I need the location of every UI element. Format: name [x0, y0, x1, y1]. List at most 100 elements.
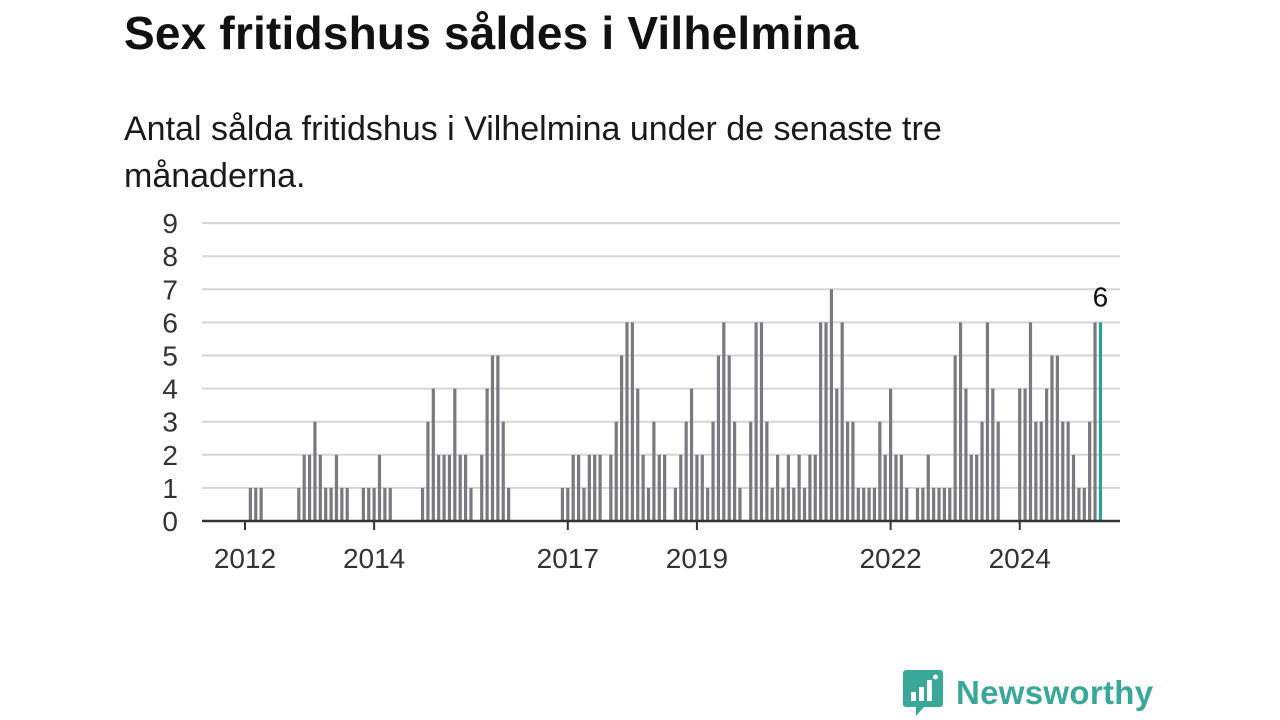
bar: [835, 388, 839, 521]
bar: [388, 487, 392, 521]
bar: [797, 454, 801, 521]
y-tick-label: 2: [162, 440, 178, 471]
bar: [646, 487, 651, 521]
bar: [958, 322, 963, 521]
bar: [372, 487, 376, 521]
bar: [641, 454, 645, 521]
bar: [377, 454, 382, 521]
bar: [867, 487, 871, 521]
y-tick-label: 7: [162, 274, 178, 305]
bar: [1077, 487, 1081, 521]
bar: [593, 454, 597, 521]
bars: [248, 289, 1103, 521]
bar: [915, 487, 920, 521]
bar: [598, 454, 602, 521]
bar: [636, 388, 640, 521]
bar: [560, 487, 565, 521]
bar: [657, 454, 661, 521]
bar: [942, 487, 946, 521]
bar: [776, 454, 780, 521]
chart-subtitle: Antal sålda fritidshus i Vilhelmina unde…: [124, 110, 942, 195]
bar: [770, 487, 774, 521]
bar: [996, 421, 1000, 521]
bar: [899, 454, 903, 521]
bar: [889, 388, 893, 521]
bar: [883, 454, 887, 521]
bar: [738, 487, 742, 521]
bar: [679, 454, 683, 521]
bar: [953, 355, 957, 521]
bar: [501, 421, 505, 521]
bar: [566, 487, 570, 521]
bar: [856, 487, 860, 521]
x-axis-ticks: 2012 2014 2017 2019 2022 2024: [214, 521, 1051, 574]
bar: [361, 487, 365, 521]
bar: [905, 487, 909, 521]
bar: [926, 454, 930, 521]
bar: [1028, 322, 1033, 521]
bar: [1023, 388, 1027, 521]
x-tick-label: 2012: [214, 543, 276, 574]
bar: [496, 355, 500, 521]
y-tick-label: 3: [162, 407, 178, 438]
bar: [673, 487, 677, 521]
bar: [334, 454, 339, 521]
bar: [313, 421, 317, 521]
bar: [318, 454, 322, 521]
bar: [324, 487, 328, 521]
bar: [980, 421, 984, 521]
bar: [1066, 421, 1070, 521]
x-tick-label: 2017: [537, 543, 599, 574]
bar: [571, 454, 575, 521]
bar: [985, 322, 990, 521]
bar: [808, 454, 812, 521]
bar: [340, 487, 344, 521]
bar: [695, 454, 699, 521]
bar: [480, 454, 484, 521]
bar: [507, 487, 511, 521]
bar: [932, 487, 936, 521]
bar: [792, 487, 796, 521]
bar: [759, 322, 764, 521]
bar: [345, 487, 349, 521]
bar: [625, 322, 629, 521]
bar: [921, 487, 925, 521]
bar: [329, 487, 333, 521]
bar: [706, 487, 710, 521]
bar: [781, 487, 785, 521]
bar: [948, 487, 952, 521]
bar: [367, 487, 371, 521]
bar: [254, 487, 258, 521]
brand-name: Newsworthy: [956, 674, 1154, 711]
bar: [711, 421, 715, 521]
bar: [652, 421, 656, 521]
bar: [458, 454, 462, 521]
bar: [620, 355, 624, 521]
y-tick-label: 0: [162, 506, 178, 537]
bar: [969, 454, 973, 521]
bar: [754, 322, 758, 521]
bar: [485, 388, 489, 521]
bar: [824, 322, 828, 521]
bar: [297, 487, 301, 521]
bar-highlight: [1098, 322, 1103, 521]
bar: [431, 388, 435, 521]
bar: [302, 454, 306, 521]
bar: [732, 421, 737, 521]
x-tick-label: 2019: [666, 543, 728, 574]
y-tick-label: 5: [162, 341, 178, 372]
newsworthy-logo: Newsworthy: [902, 668, 1153, 718]
bar: [587, 454, 591, 521]
bar: [716, 355, 721, 521]
data-labels: 6: [1093, 281, 1109, 312]
y-tick-label: 1: [162, 473, 178, 504]
bar: [426, 421, 430, 521]
bar: [609, 454, 613, 521]
bar: [1082, 487, 1086, 521]
bar: [1061, 421, 1065, 521]
bar: [727, 355, 731, 521]
bar: [1034, 421, 1038, 521]
bar: [582, 487, 586, 521]
bar: [1018, 388, 1022, 521]
bar: [1055, 355, 1059, 521]
